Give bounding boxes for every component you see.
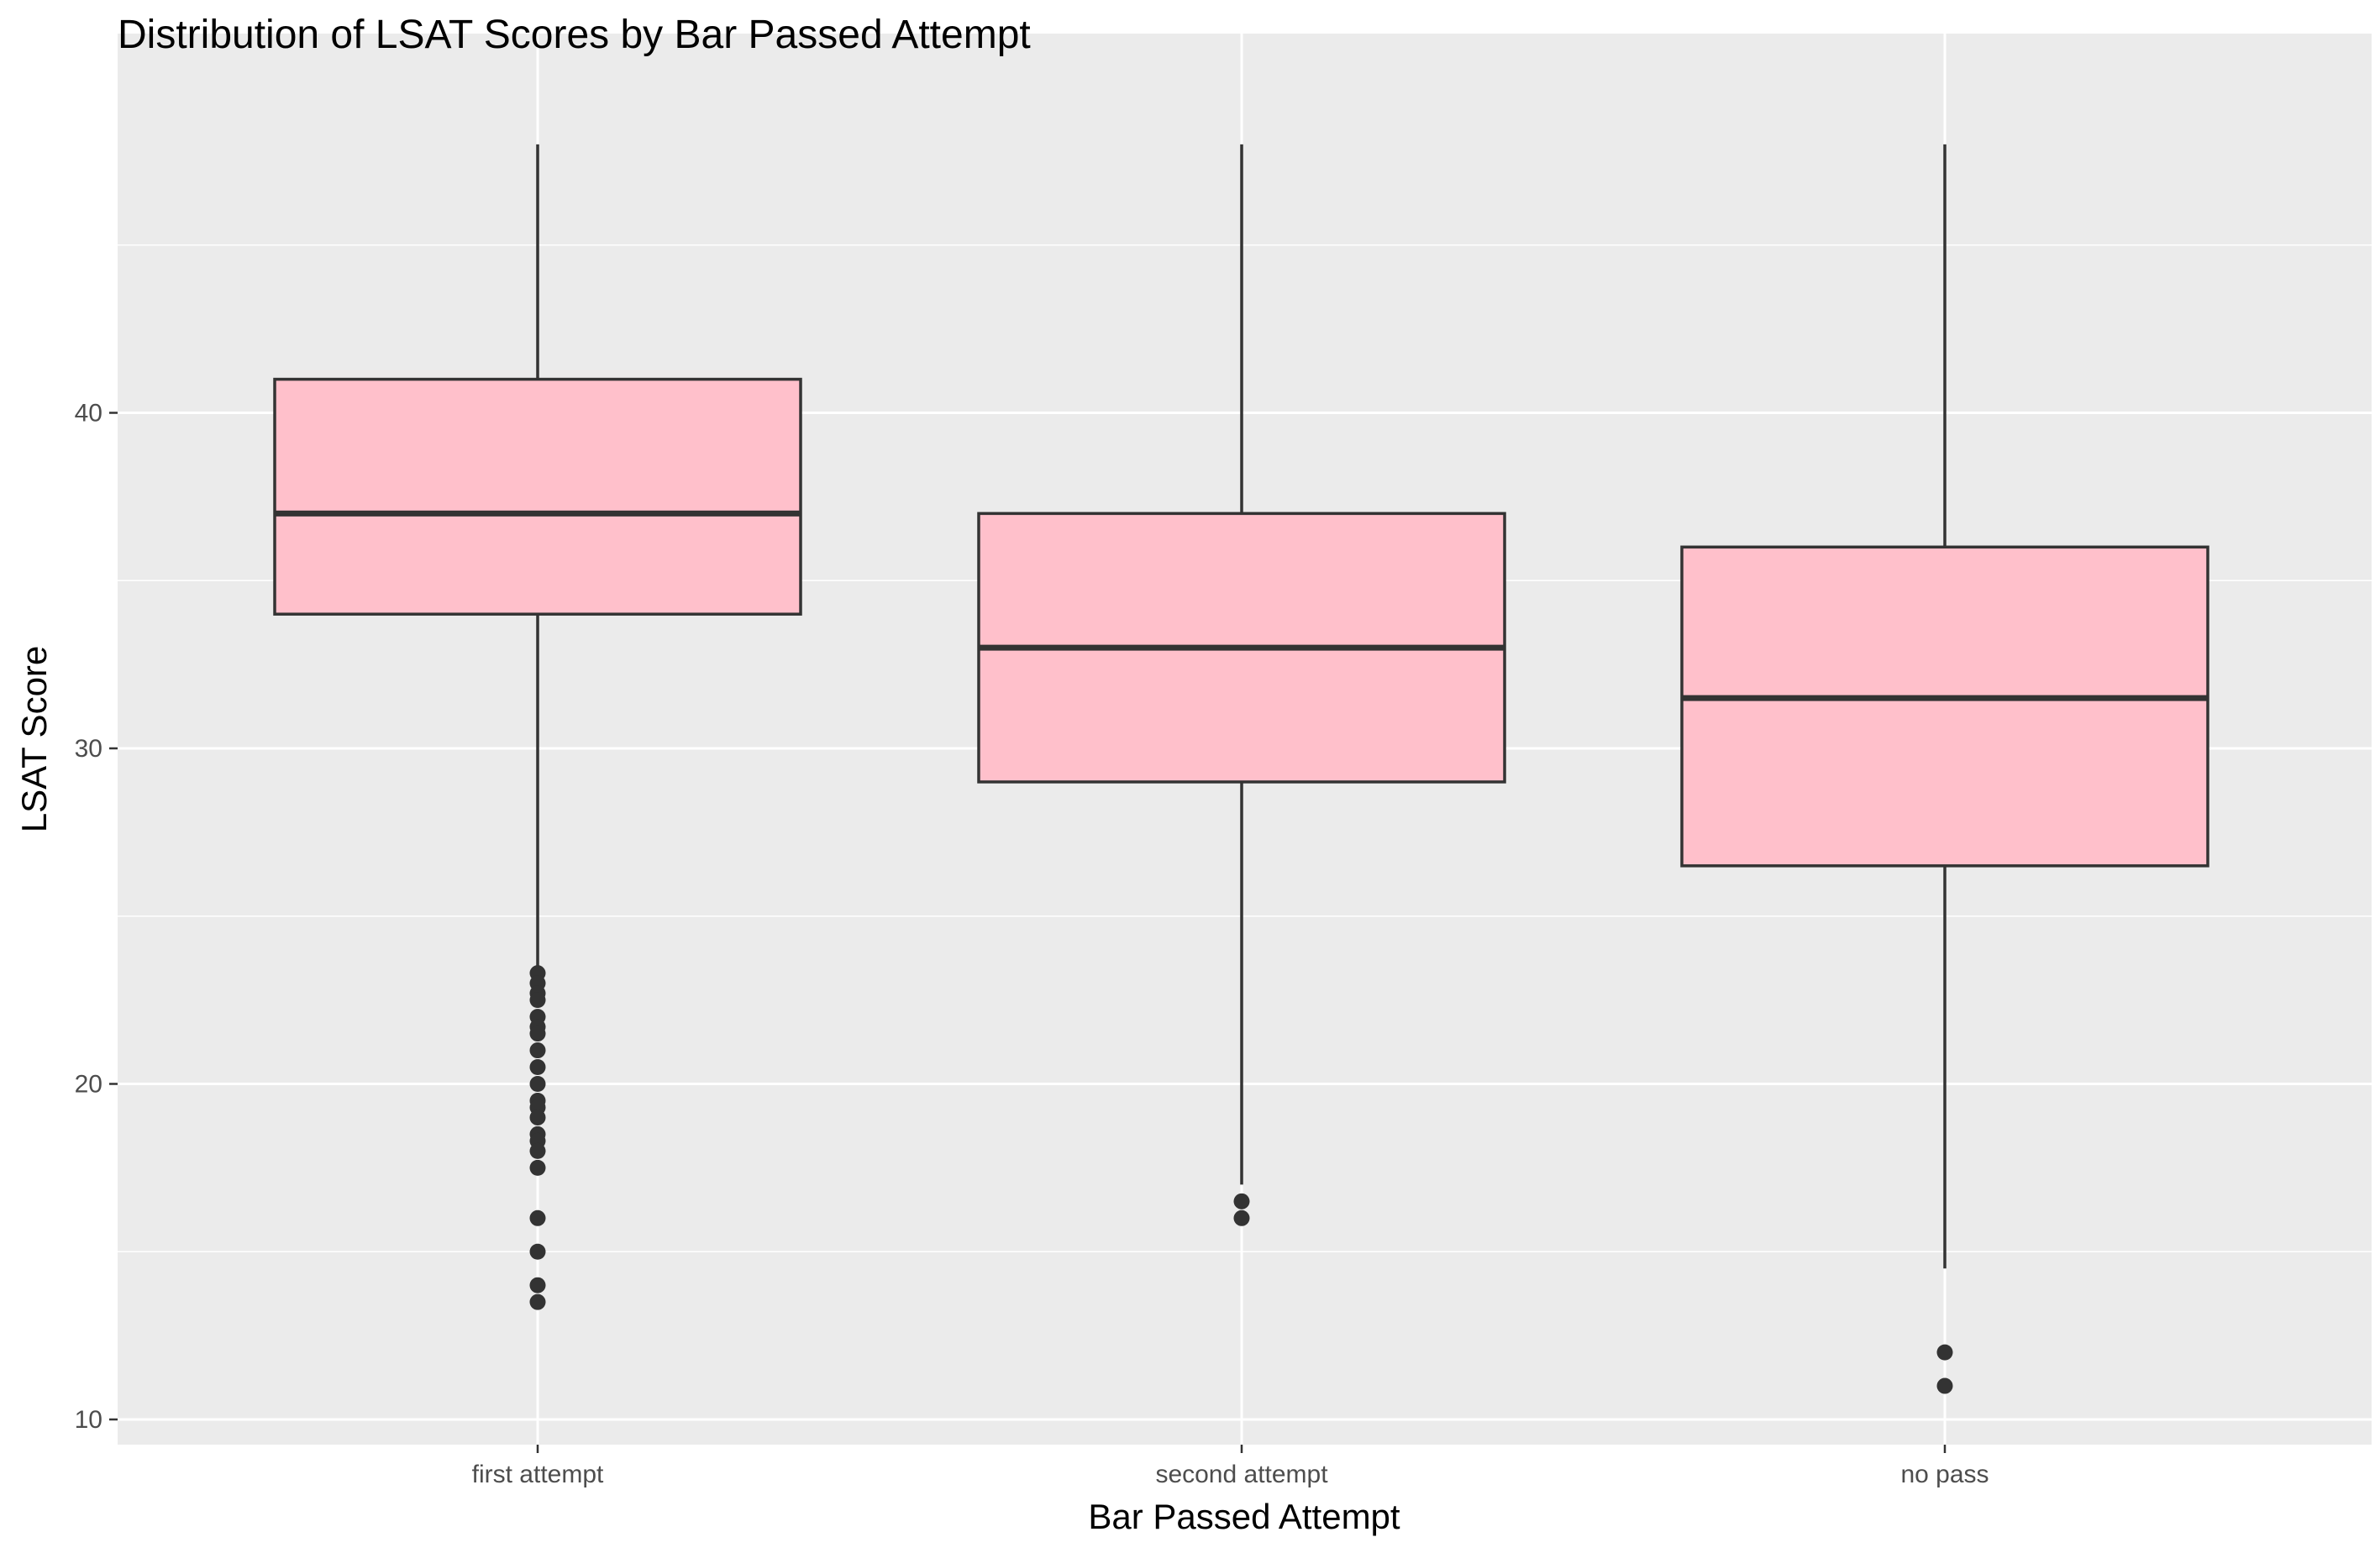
x-tick-label: no pass (1900, 1461, 1989, 1488)
box-iqr (1680, 545, 2209, 868)
y-axis: 10 20 30 40 (75, 400, 118, 1434)
chart-title: Distribution of LSAT Scores by Bar Passe… (118, 13, 1031, 57)
box-first-attempt (273, 144, 802, 1310)
y-tick-label: 20 (75, 1071, 102, 1099)
outlier-point (529, 1076, 546, 1092)
outlier-point (1936, 1344, 1953, 1361)
outlier-point (529, 1277, 546, 1293)
box-group (273, 144, 2209, 1394)
box-second-attempt (977, 144, 1506, 1226)
outlier-point (529, 1042, 546, 1059)
outlier-point (529, 1293, 546, 1310)
y-tick-label: 10 (75, 1406, 102, 1434)
outlier-point (529, 1243, 546, 1260)
outlier-point (1233, 1209, 1250, 1226)
outlier-point (529, 992, 546, 1009)
outlier-point (529, 1059, 546, 1076)
x-axis: first attempt second attempt no pass (472, 1445, 1989, 1488)
x-tick-label: second attempt (1155, 1461, 1328, 1488)
outlier-point (529, 1209, 546, 1226)
y-tick-label: 30 (75, 735, 102, 763)
box-iqr (273, 377, 802, 616)
y-tick-label: 40 (75, 400, 102, 428)
outlier-point (1936, 1377, 1953, 1394)
outlier-point (1233, 1193, 1250, 1209)
y-axis-title: LSAT Score (14, 646, 54, 833)
x-tick-label: first attempt (472, 1461, 604, 1488)
x-axis-title: Bar Passed Attempt (1088, 1497, 1400, 1536)
outlier-point (529, 1159, 546, 1176)
outlier-point (529, 1026, 546, 1042)
outlier-point (529, 1142, 546, 1159)
outlier-point (529, 1109, 546, 1125)
box-no-pass (1680, 144, 2209, 1394)
